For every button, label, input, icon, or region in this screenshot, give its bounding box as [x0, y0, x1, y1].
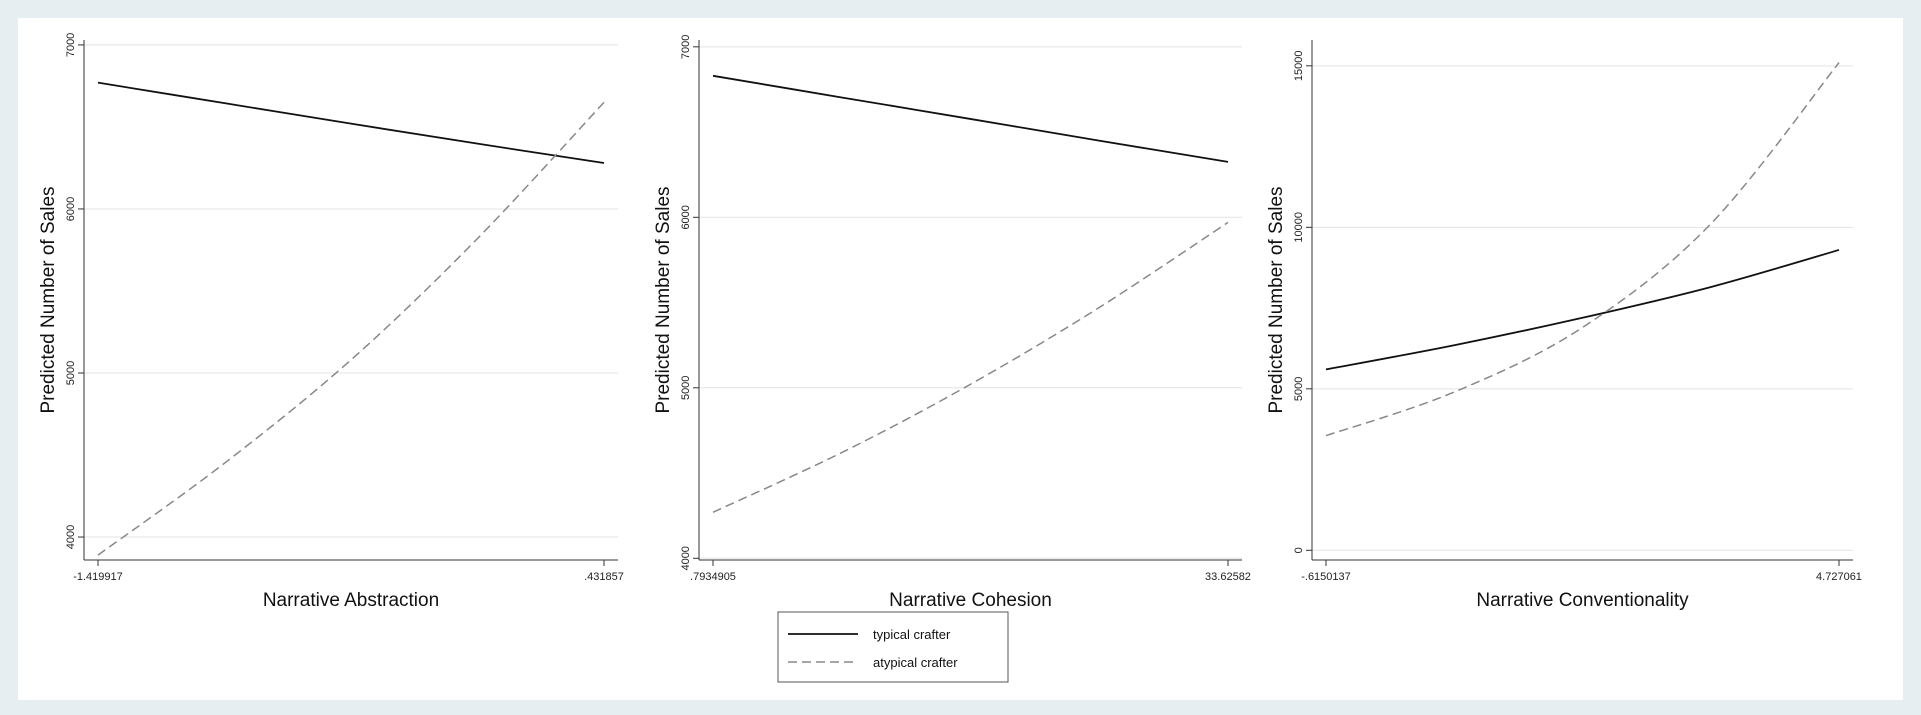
series-line-typical-crafter: [712, 74, 1229, 163]
y-tick-label: 4000: [65, 525, 77, 549]
x-tick-label: -1.419917: [73, 571, 123, 583]
x-axis-title: Narrative Conventionality: [1476, 590, 1689, 611]
legend: typical crafter atypical crafter: [777, 611, 1009, 683]
y-tick-label: 15000: [1293, 51, 1305, 82]
x-tick-label: -.6150137: [1301, 571, 1351, 583]
chart-panel-1: 4000 5000 6000 7000 -1.419917 .431857 Narrativ…: [38, 33, 624, 611]
y-axis-title: Predicted Number of Sales: [653, 186, 674, 413]
x-axis-title: Narrative Cohesion: [889, 590, 1052, 611]
x-tick-label: .431857: [584, 571, 624, 583]
series-line-typical-crafter: [1325, 249, 1840, 371]
y-axis-title: Predicted Number of Sales: [1266, 186, 1287, 413]
x-axis-title: Narrative Abstraction: [263, 590, 439, 611]
y-tick-label: 6000: [65, 197, 77, 221]
series-line-atypical-crafter: [1325, 62, 1840, 437]
y-tick-label: 5000: [1293, 377, 1305, 401]
y-tick-label: 5000: [65, 361, 77, 385]
series-line-atypical-crafter: [97, 101, 605, 556]
y-tick-label: 5000: [680, 376, 692, 400]
chart-card: 4000 5000 6000 7000 -1.419917 .431857 Narrativ…: [18, 18, 1903, 700]
legend-label-atypical-crafter: atypical crafter: [873, 655, 958, 670]
series-line-typical-crafter: [97, 81, 605, 164]
chart-panel-2: 4000 5000 6000 7000 .7934905 33.62582 Narrativ…: [653, 35, 1251, 611]
y-tick-label: 10000: [1293, 212, 1305, 243]
series-line-atypical-crafter: [712, 221, 1229, 513]
y-tick-label: 7000: [65, 33, 77, 57]
y-tick-label: 4000: [680, 546, 692, 570]
chart-panel-3: 0 5000 10000 15000 -.6150137 4.727061 Narrativ…: [1266, 40, 1862, 611]
legend-box: [777, 611, 1009, 683]
y-tick-label: 6000: [680, 205, 692, 229]
charts-figure: 4000 5000 6000 7000 -1.419917 .431857 Narrativ…: [38, 33, 1862, 683]
y-tick-label: 0: [1293, 547, 1305, 553]
x-tick-label: 4.727061: [1816, 571, 1862, 583]
y-axis-title: Predicted Number of Sales: [38, 186, 59, 413]
y-tick-label: 7000: [680, 35, 692, 59]
x-tick-label: .7934905: [690, 571, 736, 583]
legend-label-typical-crafter: typical crafter: [873, 627, 951, 642]
x-tick-label: 33.62582: [1205, 571, 1251, 583]
